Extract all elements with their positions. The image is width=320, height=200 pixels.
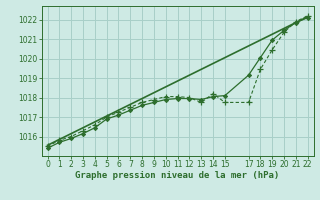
X-axis label: Graphe pression niveau de la mer (hPa): Graphe pression niveau de la mer (hPa) (76, 171, 280, 180)
